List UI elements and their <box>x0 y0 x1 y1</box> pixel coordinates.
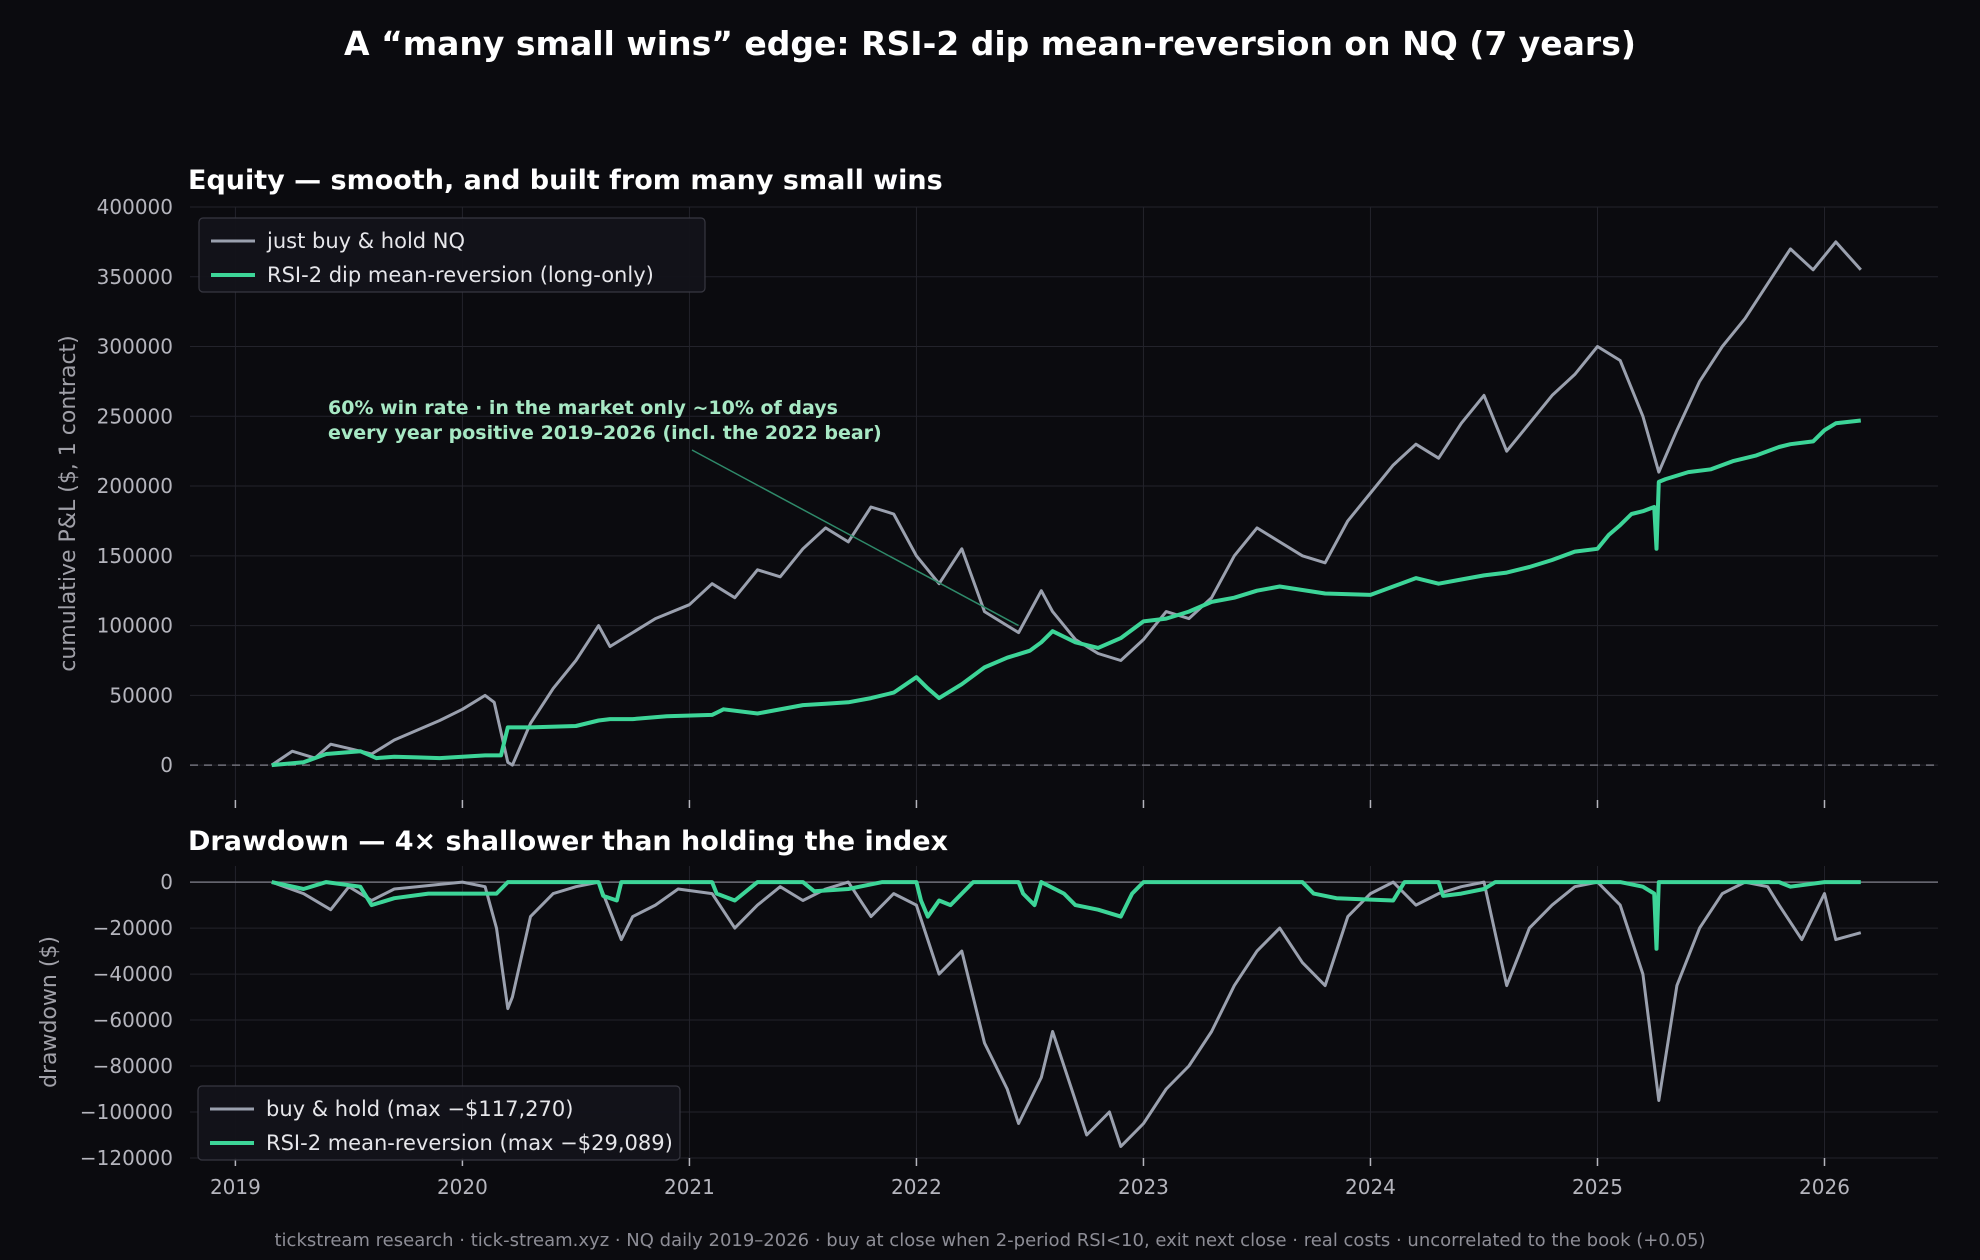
y-tick-label: 350000 <box>97 265 173 289</box>
y-tick-label: 150000 <box>97 544 173 568</box>
legend-label-strategy: RSI-2 dip mean-reversion (long-only) <box>267 263 654 287</box>
y-axis-label: cumulative P&L ($, 1 contract) <box>56 335 81 671</box>
x-tick-label: 2019 <box>210 1175 261 1199</box>
y-tick-label: −80000 <box>93 1054 173 1078</box>
legend-box <box>197 1085 681 1161</box>
annotation-line-1: 60% win rate · in the market only ~10% o… <box>328 397 838 419</box>
strategy-line <box>271 418 1862 768</box>
figure-title: A “many small wins” edge: RSI-2 dip mean… <box>344 24 1636 63</box>
y-tick-label: −120000 <box>80 1146 173 1170</box>
y-tick-label: −40000 <box>93 962 173 986</box>
y-tick-label: 0 <box>160 870 173 894</box>
x-tick-label: 2021 <box>664 1175 715 1199</box>
panel-title: Drawdown — 4× shallower than holding the… <box>188 826 948 857</box>
buy-hold-line <box>271 880 1862 1148</box>
y-tick-label: 0 <box>160 753 173 777</box>
x-tick-label: 2023 <box>1118 1175 1169 1199</box>
y-tick-label: 400000 <box>97 195 173 219</box>
strategy-line <box>271 880 1861 951</box>
annotation-arrow <box>691 449 1019 627</box>
annotation-line-2: every year positive 2019–2026 (incl. the… <box>328 422 882 444</box>
y-tick-label: −60000 <box>93 1008 173 1032</box>
y-tick-label: 200000 <box>97 474 173 498</box>
figure-footer: tickstream research · tick-stream.xyz · … <box>275 1230 1706 1251</box>
x-tick-label: 2024 <box>1345 1175 1396 1199</box>
equity-panel: Equity — smooth, and built from many sma… <box>56 165 1938 808</box>
x-tick-label: 2022 <box>891 1175 942 1199</box>
y-tick-label: 50000 <box>109 683 173 707</box>
legend-label-strategy: RSI-2 mean-reversion (max −$29,089) <box>266 1131 673 1155</box>
y-tick-label: 100000 <box>97 614 173 638</box>
panel-title: Equity — smooth, and built from many sma… <box>188 165 943 196</box>
y-tick-label: −100000 <box>80 1100 173 1124</box>
legend-label-buy-hold: just buy & hold NQ <box>266 229 465 253</box>
buy-hold-line <box>270 240 1862 767</box>
x-tick-label: 2026 <box>1799 1175 1850 1199</box>
x-tick-label: 2020 <box>437 1175 488 1199</box>
y-tick-label: 250000 <box>97 404 173 428</box>
legend-box <box>198 217 706 293</box>
drawdown-panel: Drawdown — 4× shallower than holding the… <box>37 826 1938 1199</box>
y-tick-label: 300000 <box>97 335 173 359</box>
legend-label-buy-hold: buy & hold (max −$117,270) <box>266 1097 573 1121</box>
x-tick-label: 2025 <box>1572 1175 1623 1199</box>
y-axis-label: drawdown ($) <box>37 936 62 1088</box>
y-tick-label: −20000 <box>93 916 173 940</box>
